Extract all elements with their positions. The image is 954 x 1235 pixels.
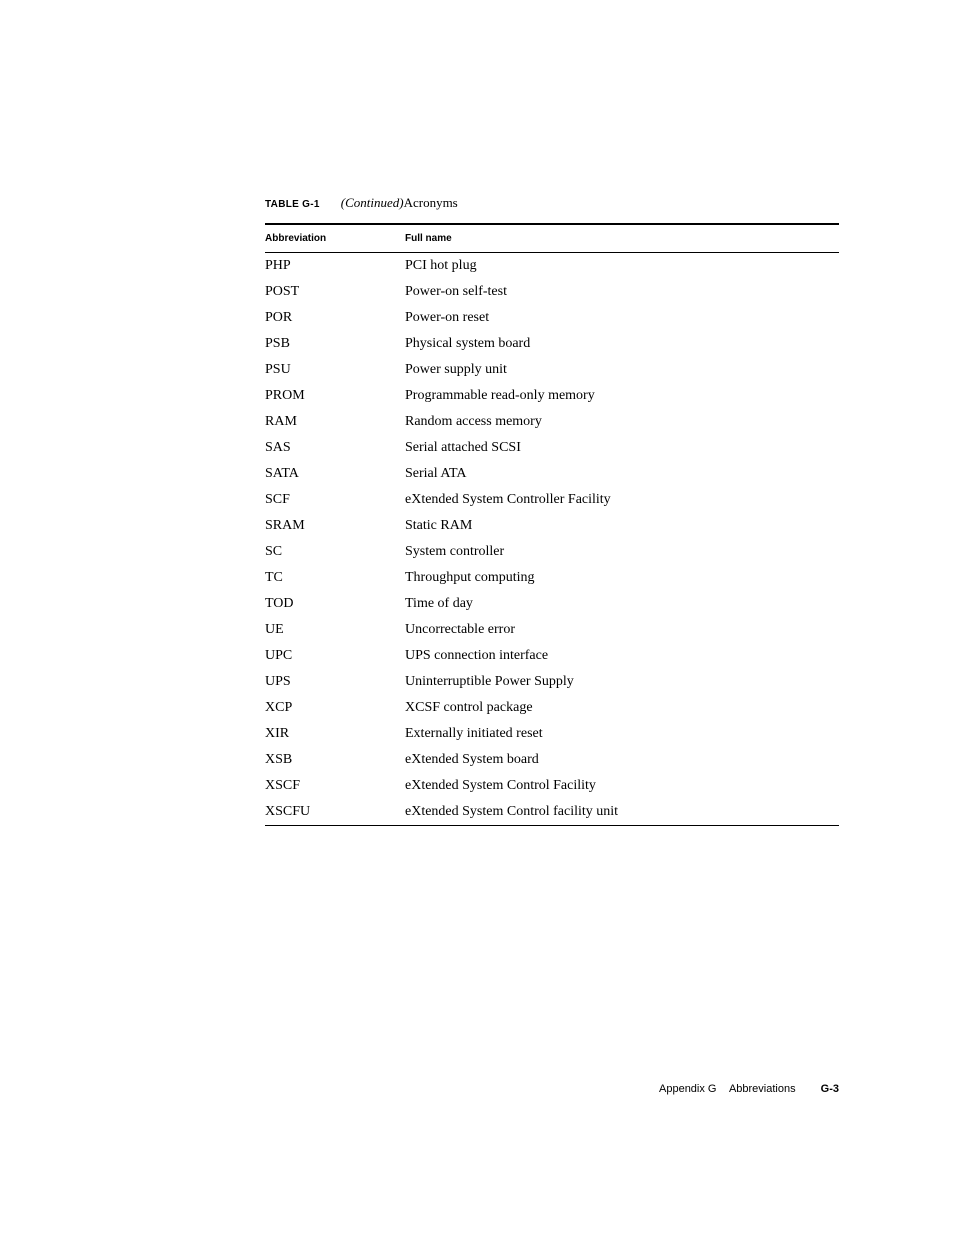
table-row: XSCFUeXtended System Control facility un… xyxy=(265,799,839,826)
abbreviation-cell: XSB xyxy=(265,747,405,773)
table-row: UPCUPS connection interface xyxy=(265,643,839,669)
table-row: UEUncorrectable error xyxy=(265,617,839,643)
fullname-cell: Power-on self-test xyxy=(405,279,839,305)
fullname-cell: Random access memory xyxy=(405,409,839,435)
table-row: PSUPower supply unit xyxy=(265,357,839,383)
fullname-cell: eXtended System Control Facility xyxy=(405,773,839,799)
fullname-cell: eXtended System board xyxy=(405,747,839,773)
table-row: XIRExternally initiated reset xyxy=(265,721,839,747)
fullname-cell: Static RAM xyxy=(405,513,839,539)
footer-page-number: G-3 xyxy=(821,1083,839,1095)
fullname-cell: Serial attached SCSI xyxy=(405,435,839,461)
fullname-cell: Physical system board xyxy=(405,331,839,357)
footer-title: Abbreviations xyxy=(729,1083,796,1095)
fullname-cell: Externally initiated reset xyxy=(405,721,839,747)
abbreviation-cell: XIR xyxy=(265,721,405,747)
fullname-cell: System controller xyxy=(405,539,839,565)
fullname-cell: Serial ATA xyxy=(405,461,839,487)
abbreviation-cell: XCP xyxy=(265,695,405,721)
abbreviation-cell: XSCF xyxy=(265,773,405,799)
table-header-row: Abbreviation Full name xyxy=(265,224,839,253)
fullname-cell: Uncorrectable error xyxy=(405,617,839,643)
abbreviation-cell: UE xyxy=(265,617,405,643)
fullname-cell: Time of day xyxy=(405,591,839,617)
fullname-cell: eXtended System Control facility unit xyxy=(405,799,839,826)
abbreviation-cell: SAS xyxy=(265,435,405,461)
abbreviation-cell: PHP xyxy=(265,253,405,280)
fullname-cell: eXtended System Controller Facility xyxy=(405,487,839,513)
abbreviation-cell: UPS xyxy=(265,669,405,695)
table-continued: (Continued) xyxy=(341,195,404,210)
table-row: XCPXCSF control package xyxy=(265,695,839,721)
table-row: UPSUninterruptible Power Supply xyxy=(265,669,839,695)
abbreviation-cell: POR xyxy=(265,305,405,331)
fullname-cell: Uninterruptible Power Supply xyxy=(405,669,839,695)
table-label: TABLE G-1 xyxy=(265,199,320,210)
table-row: PSBPhysical system board xyxy=(265,331,839,357)
abbreviation-cell: UPC xyxy=(265,643,405,669)
abbreviation-cell: SRAM xyxy=(265,513,405,539)
table-row: PROMProgrammable read-only memory xyxy=(265,383,839,409)
table-row: PORPower-on reset xyxy=(265,305,839,331)
fullname-cell: Programmable read-only memory xyxy=(405,383,839,409)
table-row: SRAMStatic RAM xyxy=(265,513,839,539)
abbreviation-cell: SATA xyxy=(265,461,405,487)
abbreviation-cell: POST xyxy=(265,279,405,305)
footer-appendix: Appendix G xyxy=(659,1083,716,1095)
table-row: PHPPCI hot plug xyxy=(265,253,839,280)
abbreviation-cell: RAM xyxy=(265,409,405,435)
table-title: Acronyms xyxy=(404,195,458,210)
acronyms-table: Abbreviation Full name PHPPCI hot plugPO… xyxy=(265,223,839,826)
page-footer: Appendix G Abbreviations G-3 xyxy=(659,1083,839,1095)
table-row: RAMRandom access memory xyxy=(265,409,839,435)
abbreviation-cell: PSU xyxy=(265,357,405,383)
table-row: SCFeXtended System Controller Facility xyxy=(265,487,839,513)
abbreviation-cell: PROM xyxy=(265,383,405,409)
table-row: POSTPower-on self-test xyxy=(265,279,839,305)
table-row: XSCFeXtended System Control Facility xyxy=(265,773,839,799)
fullname-cell: Power supply unit xyxy=(405,357,839,383)
column-header-fullname: Full name xyxy=(405,224,839,253)
table-row: SASSerial attached SCSI xyxy=(265,435,839,461)
fullname-cell: UPS connection interface xyxy=(405,643,839,669)
abbreviation-cell: SCF xyxy=(265,487,405,513)
table-row: XSBeXtended System board xyxy=(265,747,839,773)
table-row: SCSystem controller xyxy=(265,539,839,565)
abbreviation-cell: TC xyxy=(265,565,405,591)
table-row: SATASerial ATA xyxy=(265,461,839,487)
fullname-cell: PCI hot plug xyxy=(405,253,839,280)
fullname-cell: XCSF control package xyxy=(405,695,839,721)
abbreviation-cell: SC xyxy=(265,539,405,565)
abbreviation-cell: XSCFU xyxy=(265,799,405,826)
abbreviation-cell: TOD xyxy=(265,591,405,617)
column-header-abbreviation: Abbreviation xyxy=(265,224,405,253)
abbreviation-cell: PSB xyxy=(265,331,405,357)
table-row: TODTime of day xyxy=(265,591,839,617)
fullname-cell: Throughput computing xyxy=(405,565,839,591)
table-row: TCThroughput computing xyxy=(265,565,839,591)
table-caption: TABLE G-1 (Continued)Acronyms xyxy=(265,195,839,211)
fullname-cell: Power-on reset xyxy=(405,305,839,331)
